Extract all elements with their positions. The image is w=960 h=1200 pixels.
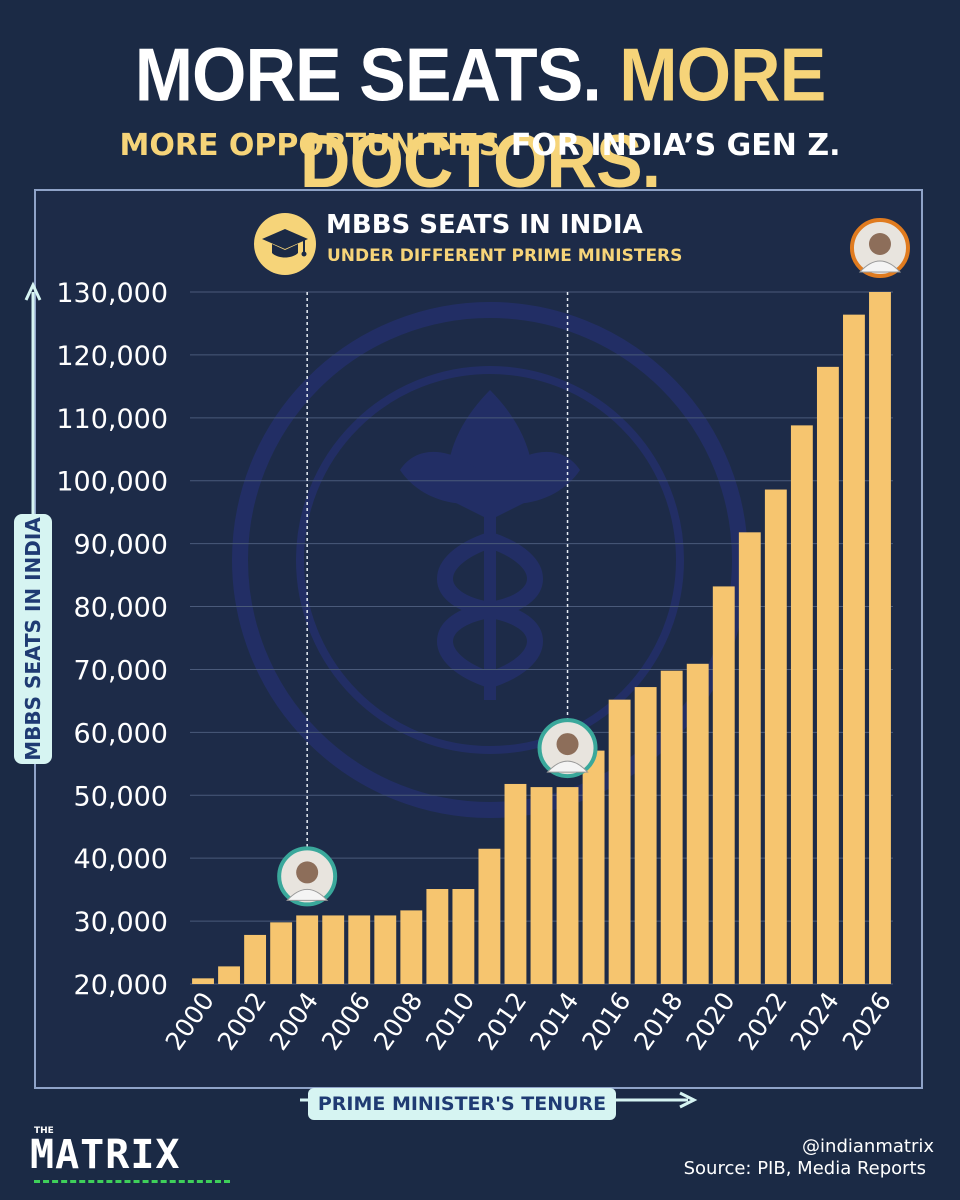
bar-2024 — [816, 366, 839, 984]
y-tick-label: 30,000 — [74, 907, 168, 938]
subheadline-part2: FOR INDIA’S GEN Z. — [510, 128, 841, 163]
y-tick-label: 100,000 — [56, 467, 168, 498]
x-tick-label: 2026 — [837, 987, 897, 1056]
x-tick-label: 2024 — [785, 987, 845, 1056]
brand-logo: MATRIX — [30, 1132, 181, 1178]
y-axis-arrow — [24, 281, 42, 514]
bar-2005 — [322, 915, 345, 984]
chart-title: MBBS SEATS IN INDIA — [326, 210, 643, 240]
x-axis-label: PRIME MINISTER'S TENURE — [317, 1093, 607, 1115]
brand-underline — [34, 1180, 230, 1183]
bar-2009 — [426, 889, 449, 984]
bar-2018 — [660, 670, 683, 984]
y-tick-label: 120,000 — [56, 341, 168, 372]
x-tick-label: 2012 — [472, 987, 532, 1056]
y-tick-label: 80,000 — [74, 593, 168, 624]
y-axis-label-box — [14, 514, 52, 764]
x-tick-label: 2022 — [732, 987, 792, 1056]
aiims-emblem-watermark — [232, 302, 748, 818]
pm-portrait-2004 — [277, 846, 338, 907]
pm-portraits — [277, 218, 910, 907]
chart-subtitle: UNDER DIFFERENT PRIME MINISTERS — [327, 246, 683, 266]
y-tick-label: 50,000 — [74, 781, 168, 812]
bar-2019 — [686, 663, 709, 984]
bar-2002 — [244, 934, 267, 984]
bar-2021 — [738, 532, 761, 984]
x-tick-label: 2020 — [680, 987, 740, 1056]
x-tick-label: 2018 — [628, 987, 688, 1056]
y-tick-label: 70,000 — [74, 655, 168, 686]
bar-2017 — [634, 687, 657, 984]
x-tick-label: 2010 — [420, 987, 480, 1056]
x-axis-label-box — [308, 1088, 616, 1120]
x-tick-label: 2014 — [524, 987, 584, 1056]
bar-2015 — [582, 750, 605, 984]
subheadline-part1: MORE OPPORTUNITIES — [119, 128, 501, 163]
bar-2004 — [296, 915, 319, 984]
pm-portrait-2014 — [537, 718, 598, 779]
brand-prefix: THE — [34, 1126, 54, 1136]
bar-2008 — [400, 910, 423, 984]
y-tick-label: 60,000 — [74, 718, 168, 749]
x-tick-label: 2006 — [316, 987, 376, 1056]
bar-2012 — [504, 783, 527, 984]
bar-2003 — [270, 922, 293, 984]
y-axis-ticks: 20,000 30,000 40,000 50,000 60,000 70,000 80,0… — [56, 278, 168, 1001]
bar-2001 — [218, 966, 240, 984]
bars — [192, 292, 891, 984]
y-tick-label: 20,000 — [74, 970, 168, 1001]
social-handle: @indianmatrix — [802, 1136, 934, 1157]
x-tick-label: 2002 — [212, 987, 272, 1056]
bar-2020 — [712, 586, 735, 984]
source-note: Source: PIB, Media Reports — [683, 1158, 926, 1179]
bar-2006 — [348, 915, 371, 984]
x-tick-label: 2016 — [576, 987, 636, 1056]
bar-2000 — [192, 978, 214, 984]
headline: MORE SEATS. MORE DOCTORS. — [0, 32, 960, 205]
x-tick-label: 2008 — [368, 987, 428, 1056]
y-tick-label: 90,000 — [74, 530, 168, 561]
bar-2022 — [764, 489, 787, 984]
y-tick-label: 130,000 — [56, 278, 168, 309]
x-tick-label: 2000 — [160, 987, 220, 1056]
pm-portrait-2026 — [849, 218, 910, 278]
bar-2011 — [478, 848, 501, 984]
bar-2010 — [452, 889, 475, 984]
bar-2014 — [556, 787, 579, 984]
bar-2023 — [790, 425, 813, 984]
bar-2026 — [869, 292, 891, 984]
subheadline: MORE OPPORTUNITIES FOR INDIA’S GEN Z. — [0, 126, 960, 166]
graduation-cap-icon — [254, 213, 316, 275]
x-axis-arrow — [300, 1091, 698, 1109]
bar-2013 — [530, 787, 553, 984]
x-tick-label: 2004 — [264, 987, 324, 1056]
x-axis-ticks: 2000200220042006200820102012201420162018… — [160, 987, 897, 1056]
y-tick-label: 110,000 — [56, 404, 168, 435]
bar-2025 — [843, 314, 865, 984]
bar-2016 — [608, 699, 631, 984]
y-tick-label: 40,000 — [74, 844, 168, 875]
y-axis-label: MBBS SEATS IN INDIA — [21, 517, 45, 761]
bar-2007 — [374, 915, 397, 984]
headline-part1: MORE SEATS. — [134, 32, 602, 117]
